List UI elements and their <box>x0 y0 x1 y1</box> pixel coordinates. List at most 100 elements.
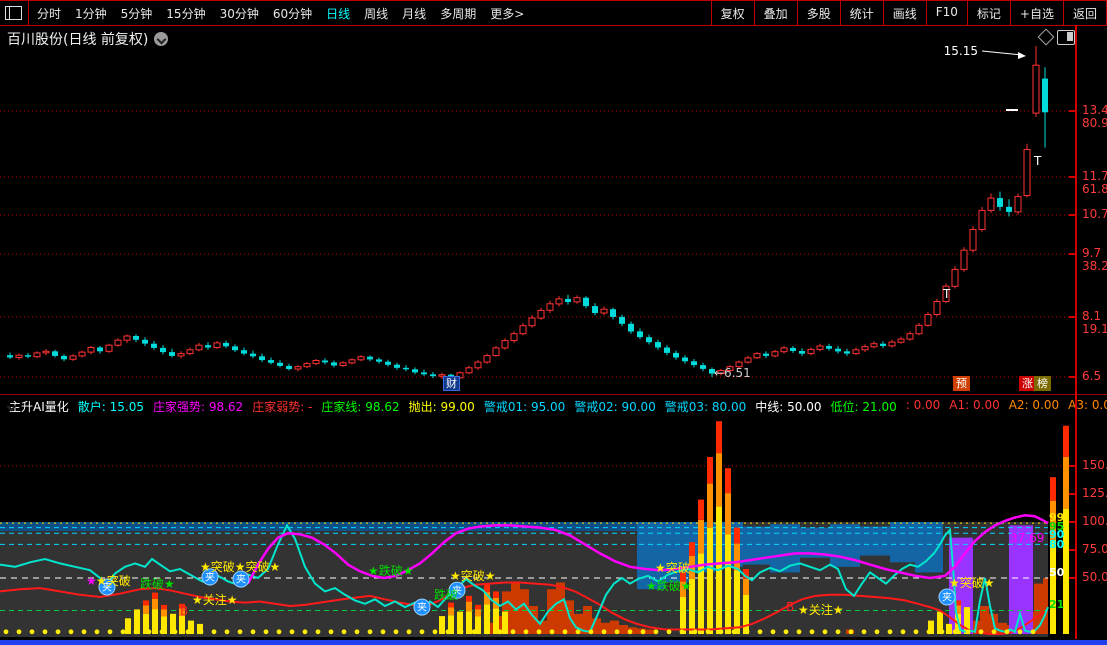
period-tab-分时[interactable]: 分时 <box>37 6 62 21</box>
period-tab-5分钟[interactable]: 5分钟 <box>120 6 153 21</box>
indicator-field-庄家弱势: 庄家弱势: - <box>252 399 313 414</box>
svg-text:★突破★: ★突破★ <box>450 568 496 583</box>
chart-badge-涨[interactable]: 涨 <box>1019 376 1036 391</box>
axis-tick <box>1069 465 1075 467</box>
period-tab-多周期[interactable]: 多周期 <box>440 6 477 21</box>
indicator-name[interactable]: 主升AI量化 <box>9 399 69 414</box>
indicator-field-A1: A1: 0.00 <box>949 397 1000 412</box>
svg-text:★跌破★: ★跌破★ <box>646 578 692 593</box>
svg-text:B: B <box>786 600 794 614</box>
indicator-field-警戒03: 警戒03: 80.00 <box>664 399 747 414</box>
period-toolbar: 分时 1分钟 5分钟 15分钟 30分钟 60分钟 日线 周线 月线 多周期 更多> 复权 叠加 多股统… <box>0 0 1107 26</box>
low-price-label: ←6.51 <box>714 366 751 380</box>
period-tab-60分钟[interactable]: 60分钟 <box>272 6 313 21</box>
axis-tick <box>1069 253 1075 255</box>
period-tab-日线[interactable]: 日线 <box>326 6 351 21</box>
price-axis-line <box>1075 25 1077 639</box>
indicator-axis-label: 100.00 <box>1082 514 1107 528</box>
toolbar-button-标记[interactable]: 标记 <box>966 1 1011 25</box>
svg-text:50: 50 <box>1049 566 1065 579</box>
price-axis-label: 8.119.1% <box>1082 309 1107 336</box>
indicator-axis-label: 75.00 <box>1082 542 1107 556</box>
toolbar-button-画线[interactable]: 画线 <box>882 1 927 25</box>
svg-text:37.69: 37.69 <box>1010 531 1044 545</box>
price-axis-label: 9.738.2% <box>1082 246 1107 273</box>
title-bar: 百川股份(日线 前复权) <box>0 25 1107 48</box>
toolbar-button-多股[interactable]: 多股 <box>796 1 841 25</box>
axis-tick <box>1069 521 1075 523</box>
indicator-field-警戒02: 警戒02: 90.00 <box>574 399 656 414</box>
kline-chart[interactable]: T T 15.15 <box>0 40 1075 394</box>
pane-divider <box>0 394 1107 395</box>
indicator-header: 主升AI量化 散户: 15.05 庄家强势: 98.62 庄家弱势: - 庄家线: 9… <box>0 396 1107 416</box>
svg-text:T: T <box>1033 154 1042 168</box>
period-tab-月线[interactable]: 月线 <box>402 6 427 21</box>
svg-text:夹: 夹 <box>417 601 427 614</box>
indicator-field: : 0.00 <box>905 397 941 412</box>
indicator-field-A3: A3: 0.00 <box>1068 397 1107 412</box>
svg-text:★突破: ★突破 <box>96 573 131 588</box>
toolbar-button-+自选[interactable]: +自选 <box>1009 1 1064 25</box>
svg-text:★突破★突破★: ★突破★突破★ <box>200 559 280 574</box>
svg-text:★突破: ★突破 <box>655 560 690 575</box>
indicator-values: 散户: 15.05 庄家强势: 98.62 庄家弱势: - 庄家线: 98.62 抛出:… <box>78 398 1107 415</box>
indicator-field-散户: 散户: 15.05 <box>77 399 144 414</box>
svg-text:★突破★: ★突破★ <box>949 575 995 590</box>
period-tab-周线[interactable]: 周线 <box>364 6 389 21</box>
svg-text:99: 99 <box>1049 511 1064 524</box>
svg-text:B: B <box>180 604 188 618</box>
price-axis-label: 13.480.9% <box>1082 103 1107 130</box>
svg-text:21: 21 <box>1049 598 1064 611</box>
indicator-axis-label: 50.00 <box>1082 570 1107 584</box>
indicator-field-警戒01: 警戒01: 95.00 <box>483 399 566 414</box>
svg-text:90: 90 <box>1049 528 1065 541</box>
axis-tick <box>1069 214 1075 216</box>
indicator-field-抛出: 抛出: 99.00 <box>408 399 475 414</box>
price-axis-label: 10.7 <box>1082 207 1107 221</box>
svg-text:95: 95 <box>1049 520 1064 533</box>
svg-text:★跌破★: ★跌破★ <box>368 563 414 578</box>
chart-badge-榜[interactable]: 榜 <box>1034 376 1051 391</box>
period-tab-30分钟[interactable]: 30分钟 <box>219 6 259 21</box>
toolbar-button-复权[interactable]: 复权 <box>710 1 755 25</box>
period-tab-15分钟[interactable]: 15分钟 <box>166 6 206 21</box>
chart-badge-财[interactable]: 财 <box>443 376 460 391</box>
axis-tick <box>1069 110 1075 112</box>
period-tab-更多>[interactable]: 更多> <box>490 6 525 21</box>
indicator-field-A2: A2: 0.00 <box>1008 397 1060 412</box>
axis-tick <box>1069 493 1075 495</box>
chevron-down-icon[interactable] <box>154 32 169 46</box>
axis-tick <box>1069 316 1075 318</box>
axis-tick <box>1069 549 1075 551</box>
indicator-field-庄家强势: 庄家强势: 98.62 <box>152 399 244 414</box>
period-tab-1分钟[interactable]: 1分钟 <box>75 6 107 21</box>
indicator-field-中线: 中线: 50.00 <box>755 399 822 414</box>
toolbar-button-返回[interactable]: 返回 <box>1062 1 1107 25</box>
svg-text:80: 80 <box>1049 538 1065 551</box>
svg-text:15.15: 15.15 <box>944 44 978 58</box>
indicator-field-庄家线: 庄家线: 98.62 <box>321 399 400 414</box>
svg-text:跌破: 跌破 <box>434 587 458 602</box>
axis-tick <box>1069 376 1075 378</box>
toolbar-button-统计[interactable]: 统计 <box>839 1 884 25</box>
price-axis-label: 11.761.8% <box>1082 169 1107 196</box>
svg-text:跌破★: 跌破★ <box>140 576 175 591</box>
chart-badge-预[interactable]: 预 <box>953 376 970 391</box>
indicator-field-低位: 低位: 21.00 <box>830 399 897 414</box>
toolbar-divider <box>28 1 29 25</box>
svg-text:★关注★: ★关注★ <box>192 592 238 607</box>
period-tabs: 分时 1分钟 5分钟 15分钟 30分钟 60分钟 日线 周线 月线 多周期 更多> <box>37 5 538 22</box>
toolbar-button-F10[interactable]: F10 <box>925 1 968 25</box>
svg-text:夹: 夹 <box>205 570 215 583</box>
svg-text:★关注★: ★关注★ <box>798 602 844 617</box>
svg-text:T: T <box>942 287 951 301</box>
axis-tick <box>1069 577 1075 579</box>
price-axis-label: 6.5 <box>1082 369 1102 383</box>
panel-toggle-icon[interactable] <box>5 6 22 20</box>
svg-text:夹: 夹 <box>236 573 246 586</box>
split-view-icon[interactable] <box>1057 30 1075 45</box>
indicator-axis-label: 125.00 <box>1082 486 1107 500</box>
toolbar-button-叠加[interactable]: 叠加 <box>753 1 798 25</box>
